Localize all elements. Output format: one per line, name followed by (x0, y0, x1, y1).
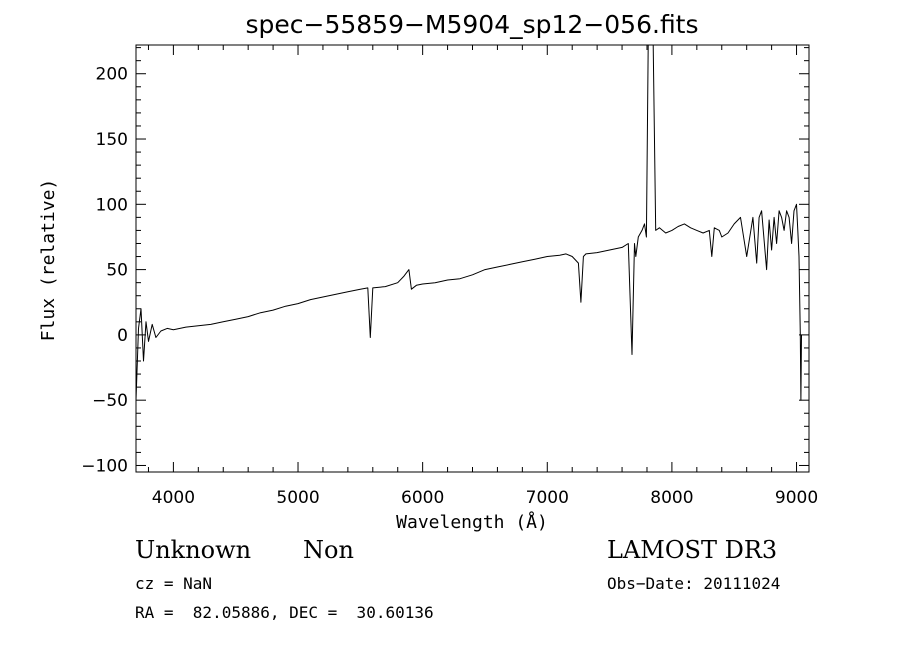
x-axis-label: Wavelength (Å) (396, 511, 548, 533)
object-subclass: Non (303, 536, 354, 564)
y-axis-label: Flux (relative) (38, 179, 59, 342)
y-axis: −100 −50 0 50 100 150 200 (81, 47, 809, 476)
y-tick-label: 200 (96, 65, 128, 85)
x-tick-label: 9000 (775, 488, 818, 508)
y-tick-label: 50 (106, 261, 128, 281)
x-tick-label: 6000 (401, 488, 444, 508)
y-tick-label: −50 (92, 391, 128, 411)
spectrum-line (135, 44, 802, 401)
y-tick-label: 0 (117, 326, 128, 346)
y-tick-label: 100 (96, 195, 128, 215)
y-tick-label: −100 (81, 456, 128, 476)
chart-title: spec−55859−M5904_sp12−056.fits (245, 10, 698, 39)
x-tick-label: 8000 (650, 488, 693, 508)
x-tick-label: 7000 (526, 488, 569, 508)
x-tick-label: 4000 (152, 488, 195, 508)
survey-name: LAMOST DR3 (607, 536, 778, 564)
plot-area (135, 44, 802, 401)
plot-frame (135, 44, 810, 473)
redshift-cz: cz = NaN (135, 574, 213, 593)
x-axis: 4000 5000 6000 7000 8000 9000 (147, 45, 818, 508)
observation-date: Obs−Date: 20111024 (607, 574, 781, 593)
x-tick-label: 5000 (276, 488, 319, 508)
object-class: Unknown (135, 536, 252, 564)
y-tick-label: 150 (96, 130, 128, 150)
ra-dec-coordinates: RA = 82.05886, DEC = 30.60136 (135, 603, 434, 622)
